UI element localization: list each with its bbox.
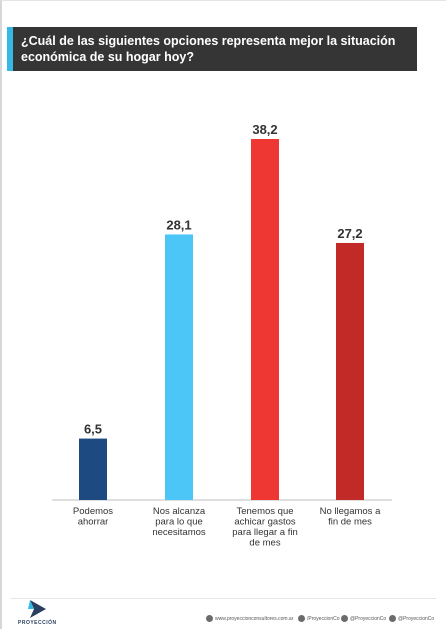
question-title-bar: ¿Cuál de las siguientes opciones represe… [7,27,417,71]
footer-divider [10,598,436,599]
globe-icon [206,615,213,622]
bar-value-label-3: 38,2 [252,122,277,137]
website-link[interactable]: www.proyeccionconsultores.com.ar [206,615,293,622]
facebook-icon [298,615,305,622]
bar-1 [79,438,107,500]
category-label-4: No llegamos a fin de mes [320,506,381,528]
logo-text: PROYECCIÓN [18,620,57,626]
instagram-icon [389,615,396,622]
category-label-1: Podemos ahorrar [73,506,113,528]
bar-4 [336,242,364,500]
bar-3 [251,139,279,500]
category-label-3: Tenemos que achicar gastos para llegar a f… [232,506,297,549]
facebook-link[interactable]: /ProyeccionCo [298,615,340,622]
website-text: www.proyeccionconsultores.com.ar [215,615,294,622]
footer: PROYECCIÓN www.proyeccionconsultores.com… [0,598,446,629]
category-label-2: Nos alcanza para lo que necesitamos [152,506,206,538]
title-accent [7,27,13,71]
bar-2 [165,234,193,501]
bar-value-label-2: 28,1 [166,217,191,232]
twitter-link[interactable]: @ProyeccionCo [341,615,386,622]
twitter-icon [341,615,348,622]
question-title: ¿Cuál de las siguientes opciones represe… [21,34,396,64]
facebook-text: /ProyeccionCo [307,615,340,622]
bar-value-label-1: 6,5 [84,422,102,437]
instagram-text: @ProyeccionCo [398,615,435,622]
instagram-link[interactable]: @ProyeccionCo [389,615,434,622]
bar-value-label-4: 27,2 [337,226,362,241]
twitter-text: @ProyeccionCo [350,615,387,622]
proyeccion-logo-icon [28,600,46,618]
